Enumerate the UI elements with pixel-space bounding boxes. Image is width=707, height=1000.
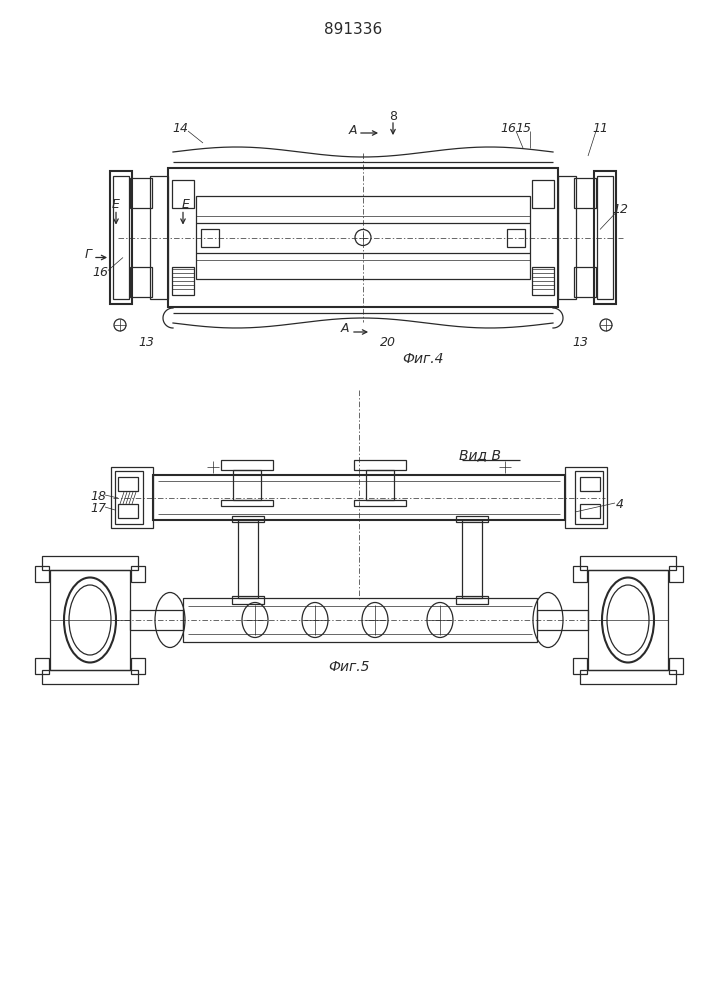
- Bar: [580, 504, 600, 518]
- Bar: [238, 520, 258, 598]
- Bar: [172, 267, 194, 295]
- Text: 14: 14: [172, 121, 188, 134]
- Bar: [573, 658, 587, 674]
- Bar: [150, 176, 168, 299]
- Text: 8: 8: [389, 110, 397, 123]
- Bar: [354, 500, 406, 506]
- Bar: [573, 566, 587, 582]
- Text: Фиг.5: Фиг.5: [328, 660, 370, 674]
- Bar: [130, 610, 183, 630]
- Bar: [532, 267, 554, 295]
- Text: 15: 15: [515, 121, 531, 134]
- Bar: [565, 467, 607, 528]
- Bar: [507, 229, 525, 246]
- Text: Вид В: Вид В: [459, 448, 501, 462]
- Text: А: А: [341, 322, 349, 336]
- Text: 891336: 891336: [324, 22, 382, 37]
- Bar: [118, 504, 138, 518]
- Bar: [35, 658, 49, 674]
- Text: 12: 12: [612, 203, 628, 216]
- Bar: [118, 477, 138, 491]
- Text: 16: 16: [92, 266, 108, 279]
- Bar: [130, 267, 152, 297]
- Text: 16: 16: [500, 121, 516, 134]
- Text: 20: 20: [380, 336, 396, 349]
- Bar: [580, 556, 676, 570]
- Bar: [233, 470, 261, 500]
- Bar: [221, 460, 273, 470]
- Bar: [532, 180, 554, 208]
- Text: E: E: [112, 198, 120, 211]
- Bar: [574, 267, 596, 297]
- Bar: [462, 520, 482, 598]
- Bar: [201, 229, 219, 246]
- Bar: [110, 171, 132, 304]
- Bar: [131, 566, 145, 582]
- Text: 17: 17: [90, 502, 106, 514]
- Bar: [669, 658, 683, 674]
- Text: Г: Г: [85, 248, 91, 261]
- Bar: [42, 670, 138, 684]
- Bar: [35, 566, 49, 582]
- Text: А: А: [349, 123, 357, 136]
- Bar: [172, 180, 194, 208]
- Bar: [354, 460, 406, 470]
- Text: 18: 18: [90, 489, 106, 502]
- Text: E: E: [182, 198, 190, 211]
- Text: 4: 4: [616, 497, 624, 510]
- Bar: [594, 171, 616, 304]
- Bar: [113, 176, 129, 299]
- Bar: [575, 471, 603, 524]
- Bar: [597, 176, 613, 299]
- Bar: [196, 196, 530, 279]
- Bar: [574, 178, 596, 208]
- Bar: [366, 470, 394, 500]
- Text: Фиг.4: Фиг.4: [402, 352, 444, 366]
- Bar: [111, 467, 153, 528]
- Bar: [232, 516, 264, 522]
- Bar: [42, 556, 138, 570]
- Bar: [168, 168, 558, 307]
- Bar: [153, 475, 565, 520]
- Bar: [50, 570, 130, 670]
- Bar: [232, 596, 264, 604]
- Bar: [537, 610, 588, 630]
- Bar: [580, 477, 600, 491]
- Bar: [130, 178, 152, 208]
- Bar: [456, 516, 488, 522]
- Text: 13: 13: [138, 336, 154, 349]
- Bar: [456, 596, 488, 604]
- Bar: [131, 658, 145, 674]
- Bar: [183, 598, 537, 642]
- Bar: [669, 566, 683, 582]
- Text: 11: 11: [592, 121, 608, 134]
- Bar: [221, 500, 273, 506]
- Bar: [580, 670, 676, 684]
- Bar: [115, 471, 143, 524]
- Bar: [558, 176, 576, 299]
- Text: 13: 13: [572, 336, 588, 349]
- Bar: [588, 570, 668, 670]
